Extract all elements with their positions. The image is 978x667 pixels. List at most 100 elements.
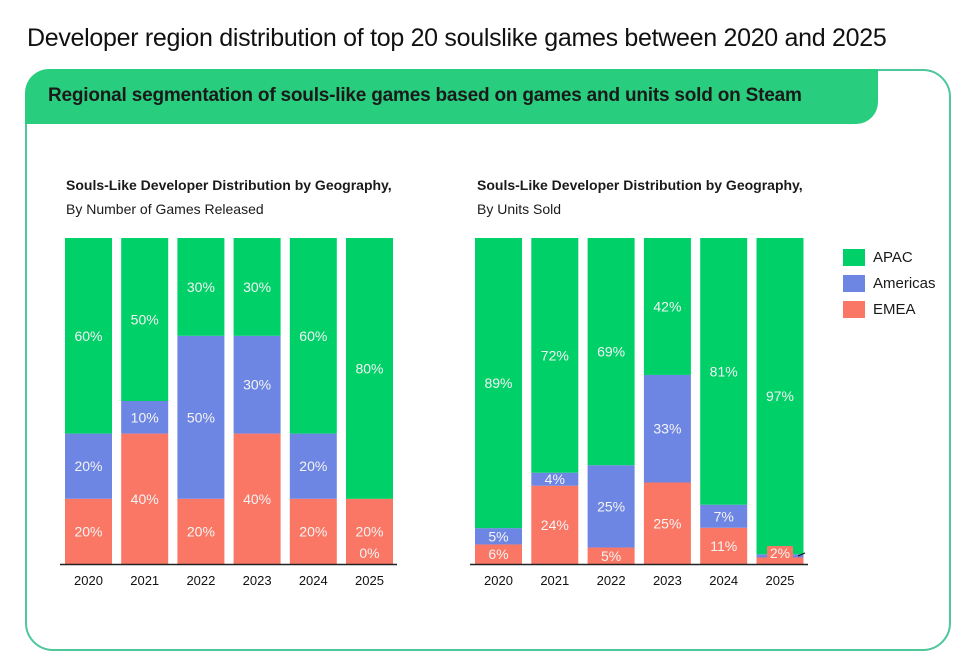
bar-apac-2023	[643, 238, 691, 375]
chart-2-subtitle: By Units Sold	[477, 201, 562, 217]
data-label-apac-2021: 72%	[541, 347, 569, 363]
x-tick-label-2021: 2021	[130, 573, 159, 588]
bar-emea-2020	[65, 498, 112, 564]
legend-label-americas: Americas	[873, 274, 936, 292]
bar-apac-2021	[121, 238, 169, 401]
data-label-emea-2020: 6%	[488, 546, 508, 562]
x-tick-label-2025: 2025	[355, 573, 384, 588]
bar-americas-2020	[475, 528, 522, 545]
label-bg-emea-2025	[767, 546, 793, 562]
banner-title: Regional segmentation of souls-like game…	[48, 85, 802, 106]
bar-emea-2021	[121, 433, 169, 564]
x-tick-label-2020: 2020	[484, 573, 513, 588]
data-label-americas-2020: 5%	[488, 528, 508, 544]
data-label-apac-2022: 30%	[187, 279, 215, 295]
data-label-americas-2025: 0%	[359, 545, 379, 561]
bar-apac-2022	[177, 238, 225, 336]
x-tick-label-2022: 2022	[597, 573, 626, 588]
data-label-americas-2022: 25%	[597, 498, 625, 514]
data-label-americas-2021: 4%	[545, 471, 565, 487]
bar-americas-2022	[587, 465, 635, 548]
data-label-apac-2022: 69%	[597, 344, 625, 360]
x-tick-label-2024: 2024	[299, 573, 328, 588]
x-tick-label-2023: 2023	[653, 573, 682, 588]
bar-americas-2023	[643, 374, 691, 483]
data-label-emea-2022: 5%	[601, 548, 621, 564]
chart-1-title: Souls-Like Developer Distribution by Geo…	[66, 177, 392, 193]
bar-apac-2025	[756, 238, 804, 555]
data-label-apac-2023: 42%	[653, 298, 681, 314]
bar-apac-2020	[65, 238, 112, 434]
data-label-emea-2020: 20%	[74, 523, 102, 539]
x-tick-label-2024: 2024	[709, 573, 738, 588]
data-label-apac-2024: 60%	[299, 328, 327, 344]
banner	[25, 69, 878, 124]
legend: APAC Americas EMEA	[843, 244, 936, 322]
data-label-americas-2020: 20%	[74, 458, 102, 474]
legend-label-emea: EMEA	[873, 300, 916, 318]
data-label-emea-2021: 40%	[131, 491, 159, 507]
data-label-emea-2023: 40%	[243, 491, 271, 507]
data-label-emea-2025: 2%	[770, 545, 790, 561]
bar-americas-2020	[65, 433, 112, 499]
bar-emea-2020	[475, 544, 522, 564]
bar-emea-2022	[587, 547, 635, 564]
bar-apac-2023	[233, 238, 281, 336]
data-label-americas-2021: 10%	[131, 409, 159, 425]
data-label-americas-2022: 50%	[187, 409, 215, 425]
x-tick-label-2020: 2020	[74, 573, 103, 588]
data-label-americas-2024: 20%	[299, 458, 327, 474]
data-label-apac-2024: 81%	[710, 363, 738, 379]
x-tick-label-2025: 2025	[766, 573, 795, 588]
bar-americas-2024	[700, 504, 748, 528]
bar-emea-2021	[531, 485, 579, 564]
bar-apac-2020	[475, 238, 522, 529]
bar-emea-2022	[177, 498, 225, 564]
legend-swatch-emea	[843, 300, 865, 318]
data-label-americas-2023: 33%	[653, 421, 681, 437]
chart-1-subtitle: By Number of Games Released	[66, 201, 264, 217]
data-label-apac-2025: 97%	[766, 388, 794, 404]
legend-item-emea: EMEA	[843, 296, 936, 322]
bar-emea-2023	[233, 433, 281, 564]
legend-item-americas: Americas	[843, 270, 936, 296]
legend-item-apac: APAC	[843, 244, 936, 270]
data-label-emea-2024: 11%	[710, 538, 737, 554]
page-title: Developer region distribution of top 20 …	[27, 24, 887, 52]
x-tick-label-2023: 2023	[243, 573, 272, 588]
x-tick-label-2021: 2021	[540, 573, 569, 588]
bar-americas-2021	[531, 472, 579, 486]
data-label-apac-2021: 50%	[131, 312, 159, 328]
label-bg-americas-2025	[356, 546, 383, 562]
data-label-emea-2024: 20%	[299, 523, 327, 539]
data-label-emea-2023: 25%	[653, 515, 681, 531]
bar-apac-2021	[531, 238, 579, 473]
data-label-emea-2021: 24%	[541, 517, 569, 533]
annotation-leader-line	[797, 552, 806, 557]
bar-apac-2025	[346, 238, 393, 499]
legend-label-apac: APAC	[873, 248, 913, 266]
x-tick-label-2022: 2022	[186, 573, 215, 588]
legend-swatch-apac	[843, 248, 865, 266]
bar-emea-2024	[289, 498, 337, 564]
data-label-emea-2025: 20%	[355, 523, 383, 539]
bar-americas-2024	[289, 433, 337, 499]
data-label-americas-2024: 7%	[714, 508, 734, 524]
chart-2-title: Souls-Like Developer Distribution by Geo…	[477, 177, 803, 193]
data-label-apac-2023: 30%	[243, 279, 271, 295]
bar-emea-2024	[700, 527, 748, 564]
bar-apac-2022	[587, 238, 635, 466]
data-label-americas-2023: 30%	[243, 377, 271, 393]
data-label-apac-2025: 80%	[355, 360, 383, 376]
data-label-apac-2020: 60%	[74, 328, 102, 344]
bar-emea-2023	[643, 482, 691, 564]
bar-americas-2022	[177, 335, 225, 499]
bar-apac-2024	[289, 238, 337, 434]
data-label-apac-2020: 89%	[484, 375, 512, 391]
bar-americas-2023	[233, 335, 281, 434]
legend-swatch-americas	[843, 274, 865, 292]
bar-apac-2024	[700, 238, 748, 505]
data-label-emea-2022: 20%	[187, 523, 215, 539]
bar-americas-2021	[121, 401, 169, 434]
